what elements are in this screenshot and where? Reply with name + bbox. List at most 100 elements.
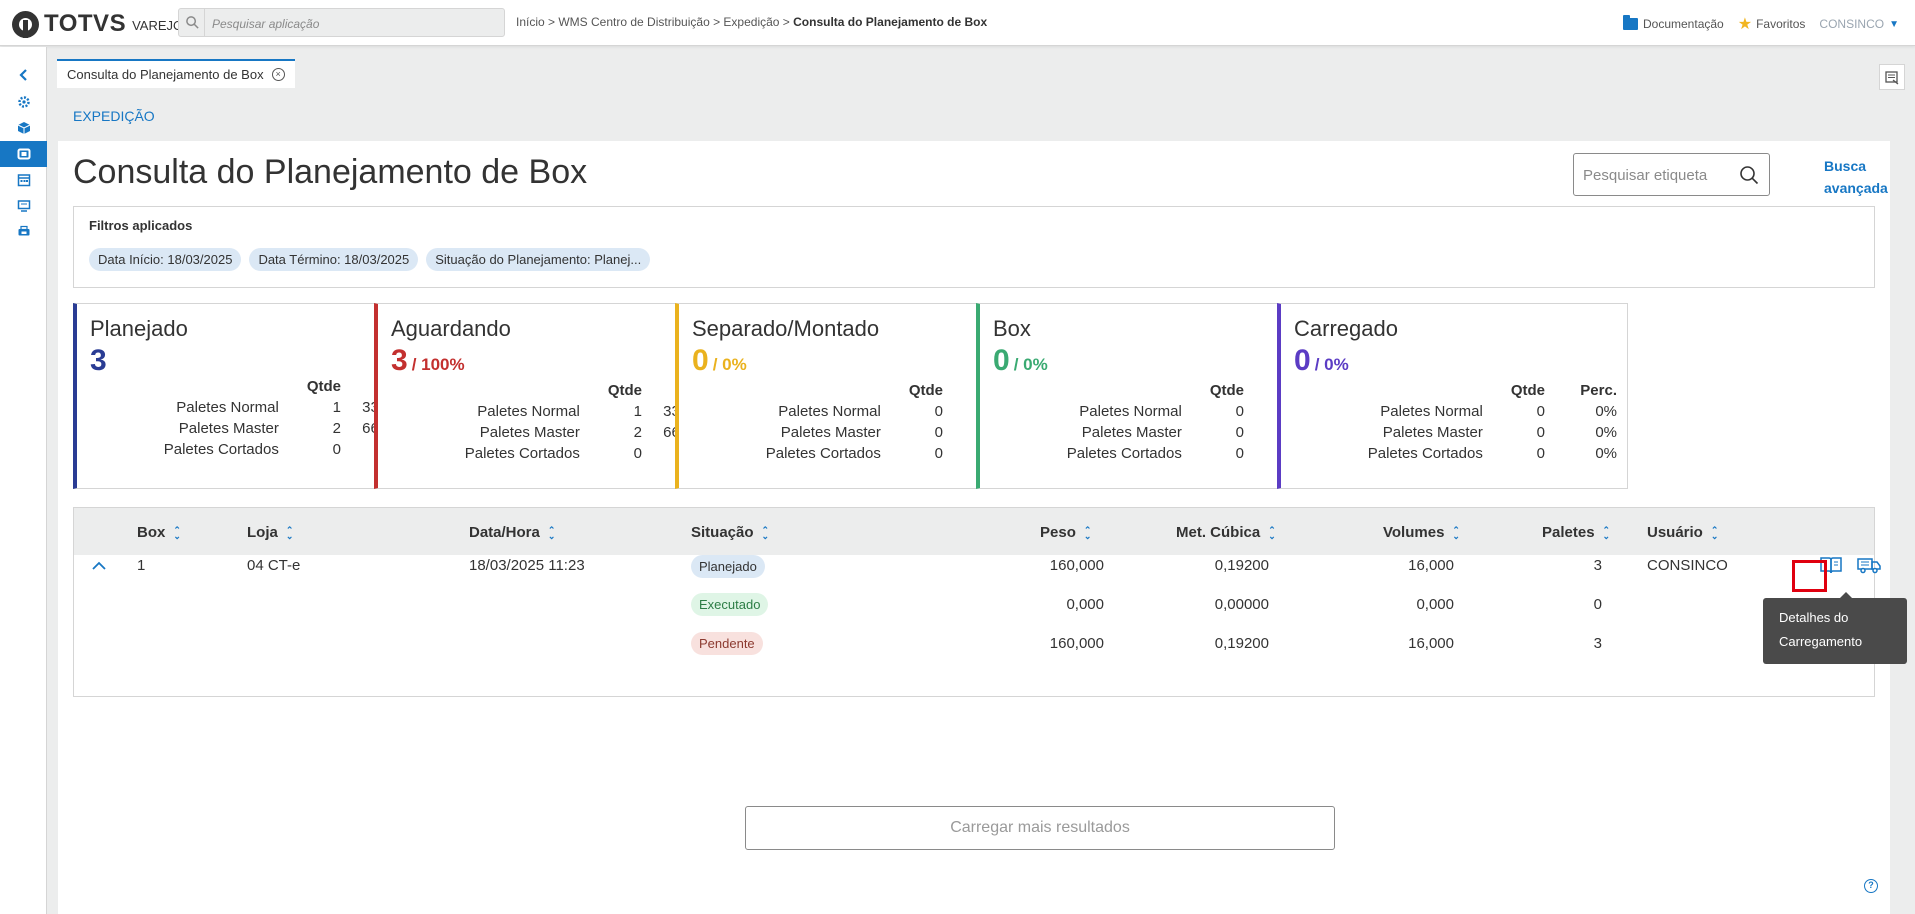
card-value: 0/ 0% [1294, 344, 1349, 378]
card-row-qtde: 0 [934, 403, 943, 420]
card-row-qtde: 0 [332, 441, 341, 458]
card-row-label: Paletes Cortados [1066, 445, 1182, 462]
card-percent: / 0% [712, 355, 747, 374]
card-row-qtde: 1 [332, 399, 341, 416]
status-badge-planejado: Planejado [691, 555, 765, 578]
cell-met-cubica: 0,19200 [1214, 557, 1269, 574]
section-header: EXPEDIÇÃO [58, 93, 1890, 141]
card-row-label: Paletes Master [1382, 424, 1483, 441]
sidebar-item-calendar[interactable] [0, 167, 47, 193]
cell-met-cubica: 0,19200 [1214, 635, 1269, 652]
sidebar-item-printer[interactable] [0, 219, 47, 245]
collapse-sidebar-button[interactable] [0, 63, 47, 87]
tab-label: Consulta do Planejamento de Box [67, 67, 264, 82]
sidebar-item-monitor[interactable] [0, 193, 47, 219]
column-header-situacao[interactable]: Situação ⌃ ⌄ [691, 524, 769, 541]
search-application-input[interactable]: Pesquisar aplicação [178, 8, 505, 37]
filter-chip[interactable]: Data Término: 18/03/2025 [249, 248, 419, 271]
cell-volumes: 16,000 [1408, 557, 1454, 574]
totvs-logo-icon [12, 10, 39, 38]
column-header-box[interactable]: Box ⌃ ⌄ [137, 524, 181, 541]
window-options-button[interactable] [1879, 64, 1905, 90]
card-perc-header: Perc. [1580, 382, 1617, 399]
column-label: Situação [691, 524, 754, 541]
search-icon[interactable] [1739, 165, 1759, 185]
filter-chips: Data Início: 18/03/2025 Data Término: 18… [89, 248, 658, 271]
gear-icon [17, 96, 30, 108]
column-label: Met. Cúbica [1176, 524, 1261, 541]
card-row: Paletes Normal 0 0% [1368, 401, 1617, 422]
filter-chip[interactable]: Data Início: 18/03/2025 [89, 248, 242, 271]
totvs-logo[interactable]: TOTVS VAREJO [12, 10, 183, 38]
folder-icon [1623, 15, 1638, 30]
box-planning-table: Box ⌃ ⌄ Loja ⌃ ⌄ Data/Hora ⌃ ⌄ Situação ⌃ ⌄ Peso… [73, 507, 1881, 697]
monitor-icon [17, 200, 30, 212]
tooltip-line2: Carregamento [1779, 634, 1863, 649]
card-value: 3/ 100% [391, 344, 465, 378]
favorites-link[interactable]: ★ Favoritos [1738, 14, 1806, 34]
breadcrumb-path[interactable]: Início > WMS Centro de Distribuição > Ex… [516, 15, 794, 29]
card-qtde-header: Qtde [306, 378, 341, 395]
logo-subtitle: VAREJO [132, 18, 184, 33]
tooltip: Detalhes do Carregamento [1763, 592, 1907, 664]
help-icon[interactable]: ? [1864, 879, 1878, 893]
sidebar-item-expedition[interactable] [0, 141, 47, 167]
card-count: 0 [993, 344, 1010, 377]
truck-icon [1857, 558, 1881, 574]
card-percent: / 0% [1013, 355, 1048, 374]
tab-bar: Consulta do Planejamento de Box × [48, 47, 1915, 93]
chevron-up-icon[interactable] [91, 559, 107, 571]
sidebar-item-box[interactable] [0, 115, 47, 141]
card-count: 3 [391, 344, 408, 377]
tab-consulta-planejamento-box[interactable]: Consulta do Planejamento de Box × [57, 59, 295, 88]
column-header-paletes[interactable]: Paletes ⌃ ⌄ [1542, 524, 1610, 541]
load-more-button[interactable]: Carregar mais resultados [745, 806, 1335, 850]
column-label: Usuário [1647, 524, 1703, 541]
sort-icon: ⌃ ⌄ [547, 524, 556, 541]
search-label-input[interactable]: Pesquisar etiqueta [1573, 153, 1770, 196]
column-header-peso[interactable]: Peso ⌃ ⌄ [1040, 524, 1091, 541]
sidebar-item-settings[interactable] [0, 89, 47, 115]
card-row-qtde: 0 [1235, 424, 1244, 441]
sort-icon: ⌃ ⌄ [1710, 524, 1719, 541]
card-row-label: Paletes Cortados [1367, 445, 1483, 462]
filters-title: Filtros aplicados [89, 218, 193, 233]
filter-chip[interactable]: Situação do Planejamento: Planej... [426, 248, 651, 271]
close-icon[interactable]: × [271, 68, 285, 81]
card-row-qtde: 0 [934, 424, 943, 441]
loading-details-button[interactable] [1857, 554, 1881, 576]
cell-loja: 04 CT-e [247, 557, 301, 574]
table-header: Box ⌃ ⌄ Loja ⌃ ⌄ Data/Hora ⌃ ⌄ Situação ⌃ ⌄ Peso… [74, 508, 1874, 555]
card-title: Box [993, 316, 1031, 341]
cell-usuario: CONSINCO [1647, 557, 1728, 574]
documentation-link[interactable]: Documentação [1623, 15, 1724, 31]
section-title: EXPEDIÇÃO [73, 108, 155, 124]
column-header-data-hora[interactable]: Data/Hora ⌃ ⌄ [469, 524, 555, 541]
card-label-header [1368, 381, 1511, 401]
column-label: Paletes [1542, 524, 1595, 541]
column-header-volumes[interactable]: Volumes ⌃ ⌄ [1383, 524, 1460, 541]
advanced-search-link[interactable]: Busca avançada [1824, 155, 1888, 199]
applied-filters: Filtros aplicados Data Início: 18/03/202… [73, 206, 1875, 288]
card-row-label: Paletes Master [780, 424, 881, 441]
card-qtde-header: Qtde [607, 382, 642, 399]
book-details-button[interactable] [1819, 554, 1843, 576]
user-menu[interactable]: CONSINCO ▼ [1819, 17, 1899, 31]
top-bar: TOTVS VAREJO Pesquisar aplicação Início … [0, 0, 1915, 46]
card-row-label: Paletes Cortados [464, 445, 580, 462]
favorites-label: Favoritos [1756, 17, 1806, 31]
card-row-qtde: 0 [1235, 403, 1244, 420]
search-label-placeholder: Pesquisar etiqueta [1583, 167, 1708, 184]
card-value: 3 [90, 344, 111, 378]
column-header-met-cubica[interactable]: Met. Cúbica ⌃ ⌄ [1176, 524, 1276, 541]
documentation-label: Documentação [1643, 17, 1724, 31]
page-title: Consulta do Planejamento de Box [73, 153, 588, 191]
column-header-loja[interactable]: Loja ⌃ ⌄ [247, 524, 293, 541]
card-row-qtde: 0 [1536, 445, 1545, 462]
top-right-links: Documentação ★ Favoritos CONSINCO ▼ [1609, 14, 1899, 34]
card-row-qtde: 0 [633, 445, 642, 462]
pallet-icon [17, 148, 30, 160]
column-header-usuario[interactable]: Usuário ⌃ ⌄ [1647, 524, 1718, 541]
